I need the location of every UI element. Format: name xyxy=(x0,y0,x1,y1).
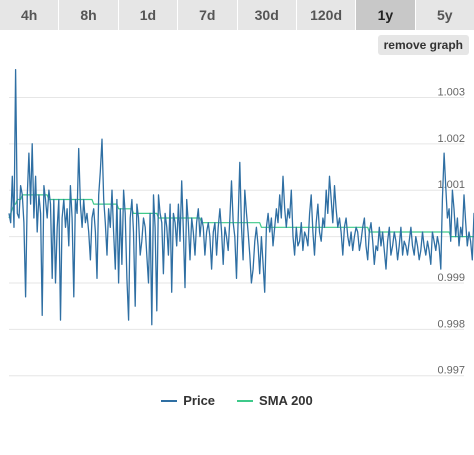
tab-1d[interactable]: 1d xyxy=(118,0,178,30)
tab-4h[interactable]: 4h xyxy=(0,0,59,30)
y-tick-label: 1.003 xyxy=(437,86,465,98)
tab-120d[interactable]: 120d xyxy=(296,0,356,30)
chart-legend: Price SMA 200 xyxy=(0,393,474,408)
timeframe-tabs: 4h 8h 1d 7d 30d 120d 1y 5y xyxy=(0,0,474,30)
legend-item-sma-200[interactable]: SMA 200 xyxy=(237,393,313,408)
tab-5y[interactable]: 5y xyxy=(415,0,474,30)
y-tick-label: 1.002 xyxy=(437,133,465,145)
legend-item-price[interactable]: Price xyxy=(161,393,215,408)
y-tick-label: 0.997 xyxy=(437,365,465,377)
y-tick-label: 0.998 xyxy=(437,318,465,330)
y-tick-label: 0.999 xyxy=(437,272,465,284)
tab-30d[interactable]: 30d xyxy=(237,0,296,30)
chart-grid xyxy=(9,96,464,377)
remove-graph-button[interactable]: remove graph xyxy=(377,35,469,55)
legend-label-sma: SMA 200 xyxy=(259,393,313,408)
price-line xyxy=(8,68,474,326)
legend-swatch-sma xyxy=(237,399,254,402)
y-axis-labels: 0.997 0.998 0.999 1.001 1.002 1.003 xyxy=(437,86,465,376)
y-tick-label: 1.001 xyxy=(437,179,465,191)
sma-200-line xyxy=(8,194,474,238)
tab-1y[interactable]: 1y xyxy=(356,0,415,30)
legend-swatch-price xyxy=(161,399,178,402)
tab-8h[interactable]: 8h xyxy=(59,0,118,30)
tab-7d[interactable]: 7d xyxy=(178,0,237,30)
legend-label-price: Price xyxy=(183,393,216,408)
chart-series xyxy=(8,68,474,326)
